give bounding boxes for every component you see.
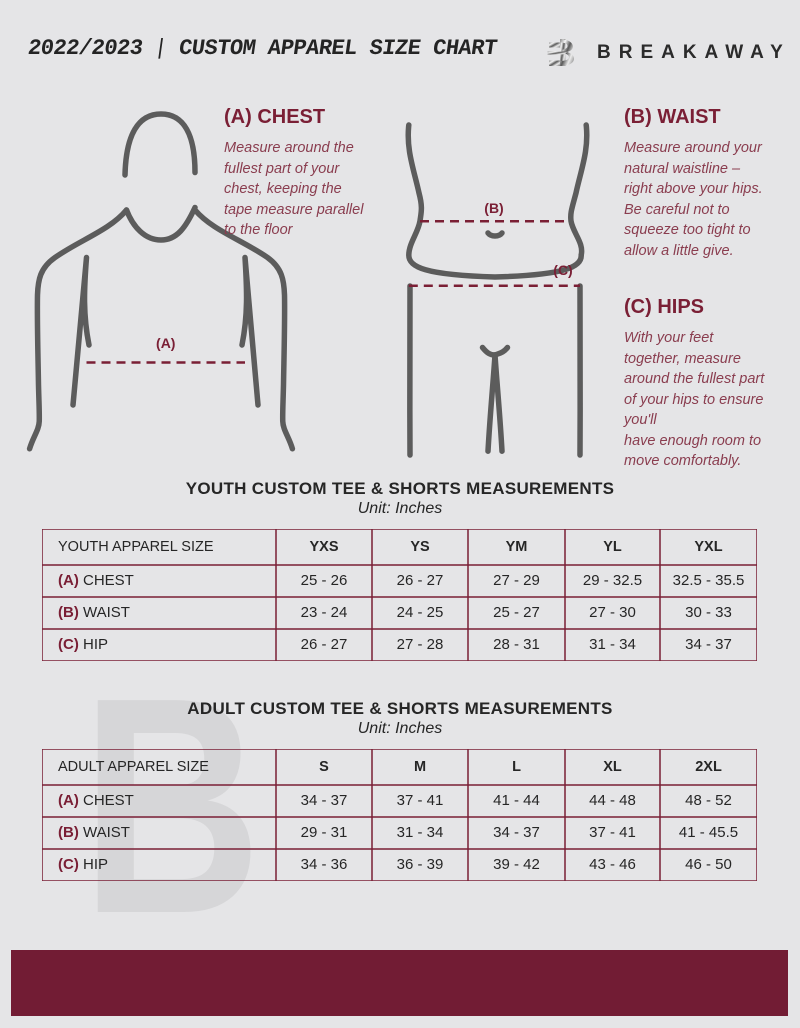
svg-text:(A): (A) bbox=[156, 335, 175, 351]
svg-text:(B): (B) bbox=[484, 200, 503, 216]
svg-text:(C): (C) bbox=[553, 262, 572, 278]
